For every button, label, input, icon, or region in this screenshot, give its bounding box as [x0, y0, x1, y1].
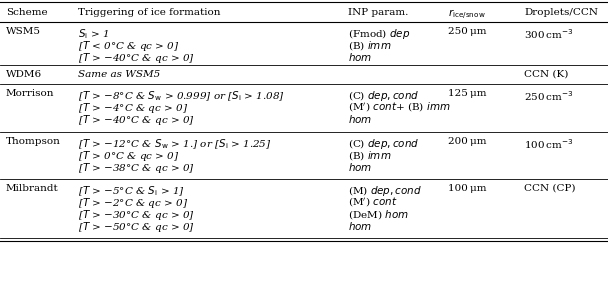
Text: Morrison: Morrison — [6, 89, 55, 98]
Text: Milbrandt: Milbrandt — [6, 184, 59, 193]
Text: 200 μm: 200 μm — [448, 137, 486, 146]
Text: (B) $\mathit{imm}$: (B) $\mathit{imm}$ — [348, 149, 392, 162]
Text: 250 cm$^{-3}$: 250 cm$^{-3}$ — [524, 89, 574, 103]
Text: $S_\mathrm{i}$ > 1: $S_\mathrm{i}$ > 1 — [78, 27, 109, 41]
Text: (M$'$) $\mathit{cont}$: (M$'$) $\mathit{cont}$ — [348, 196, 398, 209]
Text: (DeM) $\mathit{hom}$: (DeM) $\mathit{hom}$ — [348, 208, 409, 221]
Text: [$T$ > −38°C & qc > 0]: [$T$ > −38°C & qc > 0] — [78, 161, 195, 175]
Text: Thompson: Thompson — [6, 137, 61, 146]
Text: $\mathit{hom}$: $\mathit{hom}$ — [348, 220, 372, 232]
Text: $\mathit{hom}$: $\mathit{hom}$ — [348, 113, 372, 125]
Text: (M$'$) $\mathit{cont}$+ (B) $\mathit{imm}$: (M$'$) $\mathit{cont}$+ (B) $\mathit{imm… — [348, 101, 451, 114]
Text: WDM6: WDM6 — [6, 70, 42, 79]
Text: Scheme: Scheme — [6, 8, 47, 17]
Text: 125 μm: 125 μm — [448, 89, 486, 98]
Text: INP param.: INP param. — [348, 8, 409, 17]
Text: 250 μm: 250 μm — [448, 27, 486, 36]
Text: (C) $\mathit{dep, cond}$: (C) $\mathit{dep, cond}$ — [348, 89, 420, 103]
Text: [$T$ > −8°C & $S_\mathrm{w}$ > 0.999] or [$S_\mathrm{i}$ > 1.08]: [$T$ > −8°C & $S_\mathrm{w}$ > 0.999] or… — [78, 89, 285, 103]
Text: [$T$ > −40°C & qc > 0]: [$T$ > −40°C & qc > 0] — [78, 113, 195, 127]
Text: Droplets/CCN: Droplets/CCN — [524, 8, 598, 17]
Text: [$T$ > −50°C & qc > 0]: [$T$ > −50°C & qc > 0] — [78, 220, 195, 234]
Text: (C) $\mathit{dep, cond}$: (C) $\mathit{dep, cond}$ — [348, 137, 420, 151]
Text: CCN (CP): CCN (CP) — [524, 184, 576, 193]
Text: [$T$ > 0°C & qc > 0]: [$T$ > 0°C & qc > 0] — [78, 149, 179, 163]
Text: (M) $\mathit{dep, cond}$: (M) $\mathit{dep, cond}$ — [348, 184, 422, 198]
Text: $\mathit{hom}$: $\mathit{hom}$ — [348, 51, 372, 63]
Text: (Fmod) $\mathit{dep}$: (Fmod) $\mathit{dep}$ — [348, 27, 410, 41]
Text: Triggering of ice formation: Triggering of ice formation — [78, 8, 221, 17]
Text: CCN (K): CCN (K) — [524, 70, 568, 79]
Text: 300 cm$^{-3}$: 300 cm$^{-3}$ — [524, 27, 574, 41]
Text: WSM5: WSM5 — [6, 27, 41, 36]
Text: [$T$ > −30°C & qc > 0]: [$T$ > −30°C & qc > 0] — [78, 208, 195, 222]
Text: [$T$ > −5°C & $S_\mathrm{i}$ > 1]: [$T$ > −5°C & $S_\mathrm{i}$ > 1] — [78, 184, 185, 198]
Text: [$T$ < 0°C & qc > 0]: [$T$ < 0°C & qc > 0] — [78, 39, 179, 53]
Text: [$T$ > −40°C & qc > 0]: [$T$ > −40°C & qc > 0] — [78, 51, 195, 65]
Text: [$T$ > −2°C & qc > 0]: [$T$ > −2°C & qc > 0] — [78, 196, 188, 210]
Text: 100 cm$^{-3}$: 100 cm$^{-3}$ — [524, 137, 574, 151]
Text: 100 μm: 100 μm — [448, 184, 486, 193]
Text: $r_{\mathrm{ice/snow}}$: $r_{\mathrm{ice/snow}}$ — [448, 8, 486, 22]
Text: [$T$ > −4°C & qc > 0]: [$T$ > −4°C & qc > 0] — [78, 101, 188, 115]
Text: Same as WSM5: Same as WSM5 — [78, 70, 161, 79]
Text: (B) $\mathit{imm}$: (B) $\mathit{imm}$ — [348, 39, 392, 52]
Text: $\mathit{hom}$: $\mathit{hom}$ — [348, 161, 372, 173]
Text: [$T$ > −12°C & $S_\mathrm{w}$ > 1.] or [$S_\mathrm{i}$ > 1.25]: [$T$ > −12°C & $S_\mathrm{w}$ > 1.] or [… — [78, 137, 272, 151]
